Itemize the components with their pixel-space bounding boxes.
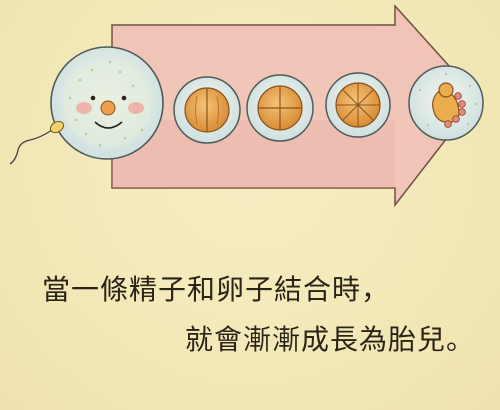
two-cell-stage bbox=[173, 76, 241, 144]
fetus-stage bbox=[408, 65, 484, 141]
eight-cell-stage bbox=[325, 72, 391, 138]
caption-line-2: 就會漸漸成長為胎兒。 bbox=[185, 323, 476, 356]
egg-with-face bbox=[50, 46, 164, 160]
caption-line-1: 當一條精子和卵子結合時， bbox=[42, 273, 391, 306]
sperm bbox=[9, 120, 65, 165]
four-cell-stage bbox=[246, 74, 314, 142]
